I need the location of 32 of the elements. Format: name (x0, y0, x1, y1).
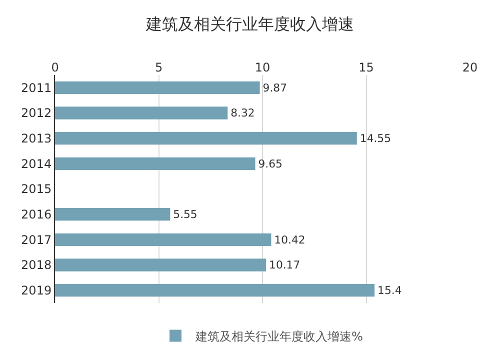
data-label: 5.55 (173, 208, 198, 221)
data-label: 8.32 (230, 106, 255, 120)
bar (55, 208, 170, 221)
y-tick-label: 2017 (21, 232, 52, 247)
y-tick-label: 2013 (21, 132, 52, 146)
x-tick-label: 0 (51, 60, 59, 75)
bar (55, 284, 375, 297)
y-tick-label: 2015 (21, 182, 52, 196)
y-tick-label: 2014 (21, 156, 52, 171)
data-label: 9.65 (258, 157, 282, 170)
data-label: 10.42 (274, 233, 306, 246)
bar (55, 106, 228, 120)
y-tick-label: 2011 (21, 80, 52, 95)
x-tick-label: 15 (358, 60, 374, 75)
chart-title: 建筑及相关行业年度收入增速 (145, 14, 354, 34)
bar (55, 81, 260, 94)
data-label: 10.17 (269, 258, 300, 272)
legend-label: 建筑及相关行业年度收入增速% (194, 329, 363, 344)
y-tick-label: 2019 (21, 284, 52, 298)
data-label: 14.55 (360, 132, 392, 145)
bar (55, 258, 266, 272)
x-tick-label: 5 (154, 60, 163, 75)
data-label: 9.87 (262, 81, 287, 94)
y-tick-label: 2012 (21, 106, 52, 120)
bar (55, 157, 256, 170)
data-label: 15.4 (378, 284, 402, 297)
y-tick-label: 2018 (21, 258, 52, 272)
y-tick-label: 2016 (21, 208, 52, 222)
bar (55, 132, 357, 145)
x-tick-label: 20 (462, 60, 478, 75)
bar (55, 233, 272, 246)
x-tick-label: 10 (254, 60, 270, 75)
